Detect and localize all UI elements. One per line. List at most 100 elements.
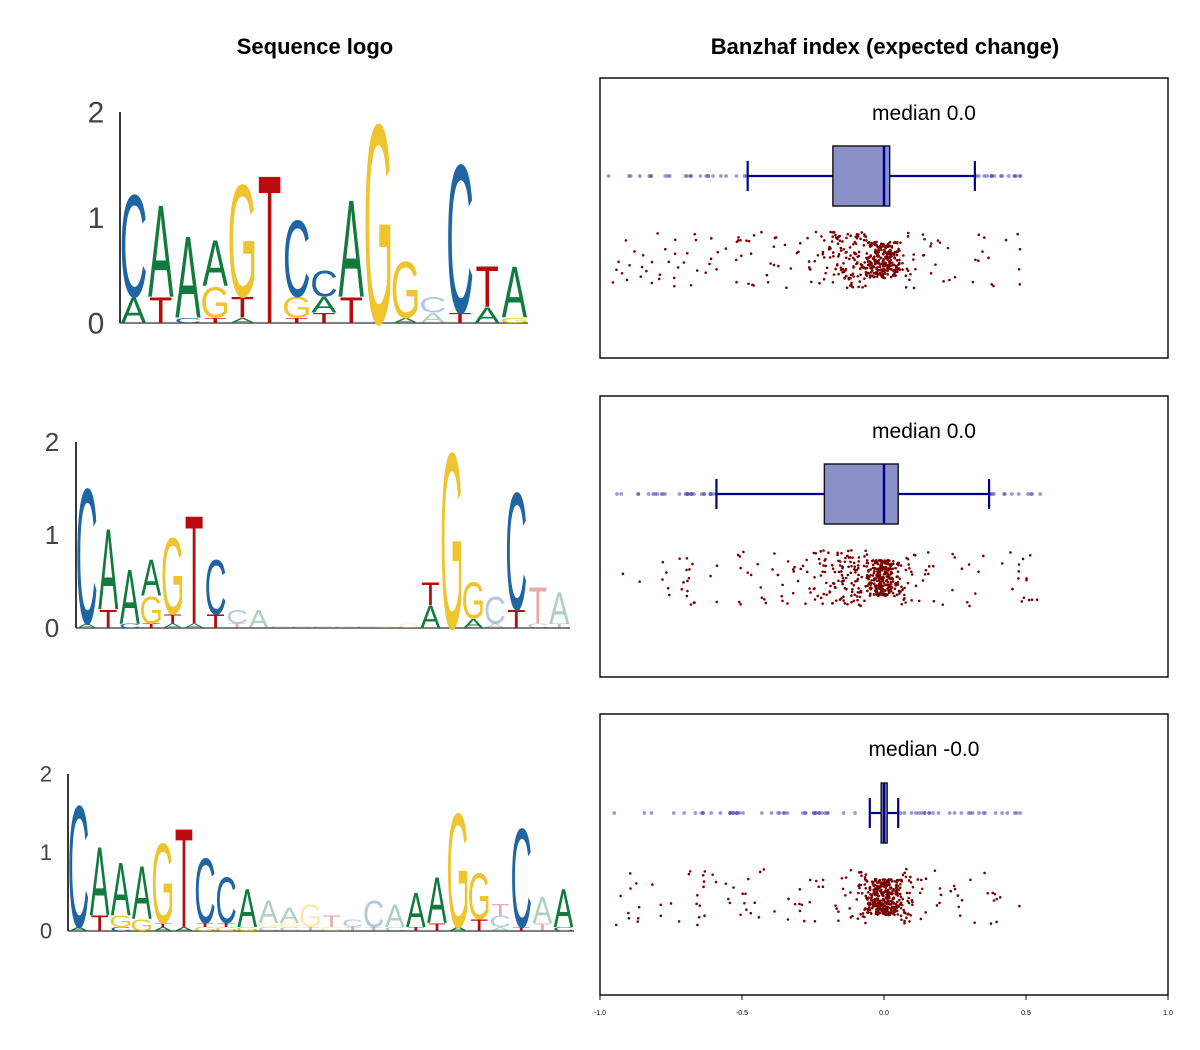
strip-point bbox=[800, 903, 804, 907]
strip-point bbox=[685, 251, 689, 255]
strip-point bbox=[838, 560, 842, 563]
outlier-point bbox=[782, 811, 787, 815]
logo-letter-G: G bbox=[109, 913, 132, 932]
strip-point bbox=[838, 239, 842, 243]
strip-point bbox=[849, 234, 852, 238]
outlier-point bbox=[711, 174, 716, 178]
logo-letter-C: C bbox=[553, 926, 574, 932]
strip-point bbox=[737, 239, 740, 242]
strip-point bbox=[764, 601, 768, 605]
strip-point bbox=[952, 884, 956, 888]
strip-point bbox=[908, 278, 911, 282]
strip-point bbox=[879, 564, 882, 567]
strip-point bbox=[1028, 553, 1032, 557]
strip-point bbox=[895, 880, 899, 884]
strip-point bbox=[844, 256, 848, 260]
strip-point bbox=[865, 274, 869, 277]
strip-point bbox=[889, 565, 892, 568]
strip-point bbox=[685, 568, 688, 572]
logo-letter-A: A bbox=[339, 171, 364, 327]
strip-point bbox=[935, 904, 939, 907]
strip-point bbox=[898, 592, 901, 595]
strip-point bbox=[884, 886, 888, 890]
logo-letter-C: C bbox=[527, 622, 549, 629]
strip-point bbox=[861, 285, 864, 289]
strip-point bbox=[772, 263, 776, 267]
logo-letter-T: T bbox=[533, 921, 552, 933]
logo-letter-G: G bbox=[364, 65, 394, 385]
strip-point bbox=[1000, 562, 1004, 565]
strip-point bbox=[895, 900, 899, 904]
strip-point bbox=[709, 257, 713, 261]
strip-point bbox=[857, 573, 860, 577]
strip-point bbox=[912, 253, 916, 256]
logo-letter-A: A bbox=[148, 177, 174, 325]
strip-point bbox=[845, 236, 848, 240]
strip-point bbox=[841, 565, 844, 568]
strip-point bbox=[880, 891, 883, 894]
strip-point bbox=[829, 230, 832, 234]
logo-letter-A: A bbox=[141, 549, 162, 606]
strip-point bbox=[673, 252, 677, 256]
strip-point bbox=[895, 582, 898, 585]
strip-point bbox=[744, 892, 747, 896]
strip-point bbox=[870, 581, 873, 585]
strip-point bbox=[885, 883, 889, 887]
strip-point bbox=[992, 899, 996, 902]
strip-point bbox=[948, 278, 951, 282]
strip-point bbox=[659, 914, 663, 918]
strip-point bbox=[625, 278, 629, 282]
strip-point bbox=[749, 573, 753, 577]
strip-point bbox=[900, 918, 903, 922]
strip-point bbox=[716, 250, 720, 254]
strip-point bbox=[703, 870, 707, 873]
strip-point bbox=[864, 873, 868, 876]
strip-point bbox=[687, 576, 691, 580]
strip-point bbox=[904, 274, 908, 278]
strip-point bbox=[825, 581, 828, 585]
strip-point bbox=[696, 893, 699, 897]
logo-letter-G: G bbox=[161, 516, 184, 639]
strip-point bbox=[844, 876, 848, 879]
strip-point bbox=[889, 250, 892, 254]
outlier-point bbox=[709, 811, 714, 815]
logo-letter-C: C bbox=[384, 926, 405, 932]
strip-point bbox=[666, 586, 670, 590]
strip-point bbox=[844, 269, 847, 272]
strip-point bbox=[617, 260, 620, 264]
strip-point bbox=[895, 593, 899, 597]
strip-point bbox=[827, 551, 830, 555]
strip-point bbox=[865, 896, 868, 900]
strip-point bbox=[895, 241, 899, 245]
strip-point bbox=[813, 575, 816, 579]
outlier-point bbox=[741, 811, 745, 815]
strip-point bbox=[858, 595, 862, 599]
strip-point bbox=[834, 904, 837, 907]
strip-point bbox=[889, 583, 893, 586]
outlier-point bbox=[922, 811, 927, 815]
strip-point bbox=[763, 597, 766, 601]
strip-point bbox=[832, 582, 836, 585]
strip-point bbox=[849, 571, 853, 575]
strip-point bbox=[1022, 596, 1026, 600]
strip-point bbox=[813, 259, 817, 263]
strip-point bbox=[892, 888, 895, 891]
strip-point bbox=[919, 878, 923, 882]
strip-point bbox=[834, 599, 838, 602]
strip-point bbox=[818, 281, 821, 285]
strip-point bbox=[1027, 598, 1031, 602]
strip-point bbox=[736, 553, 740, 557]
strip-point bbox=[974, 258, 977, 262]
strip-point bbox=[695, 902, 698, 906]
strip-point bbox=[1017, 570, 1021, 573]
strip-point bbox=[889, 275, 893, 279]
strip-point bbox=[821, 878, 825, 882]
logo-letter-G: G bbox=[397, 622, 420, 629]
strip-point bbox=[672, 276, 676, 280]
strip-point bbox=[879, 577, 882, 580]
strip-point bbox=[860, 892, 864, 895]
strip-point bbox=[879, 587, 882, 591]
strip-point bbox=[813, 919, 817, 923]
strip-point bbox=[839, 266, 843, 269]
strip-point bbox=[865, 252, 869, 255]
